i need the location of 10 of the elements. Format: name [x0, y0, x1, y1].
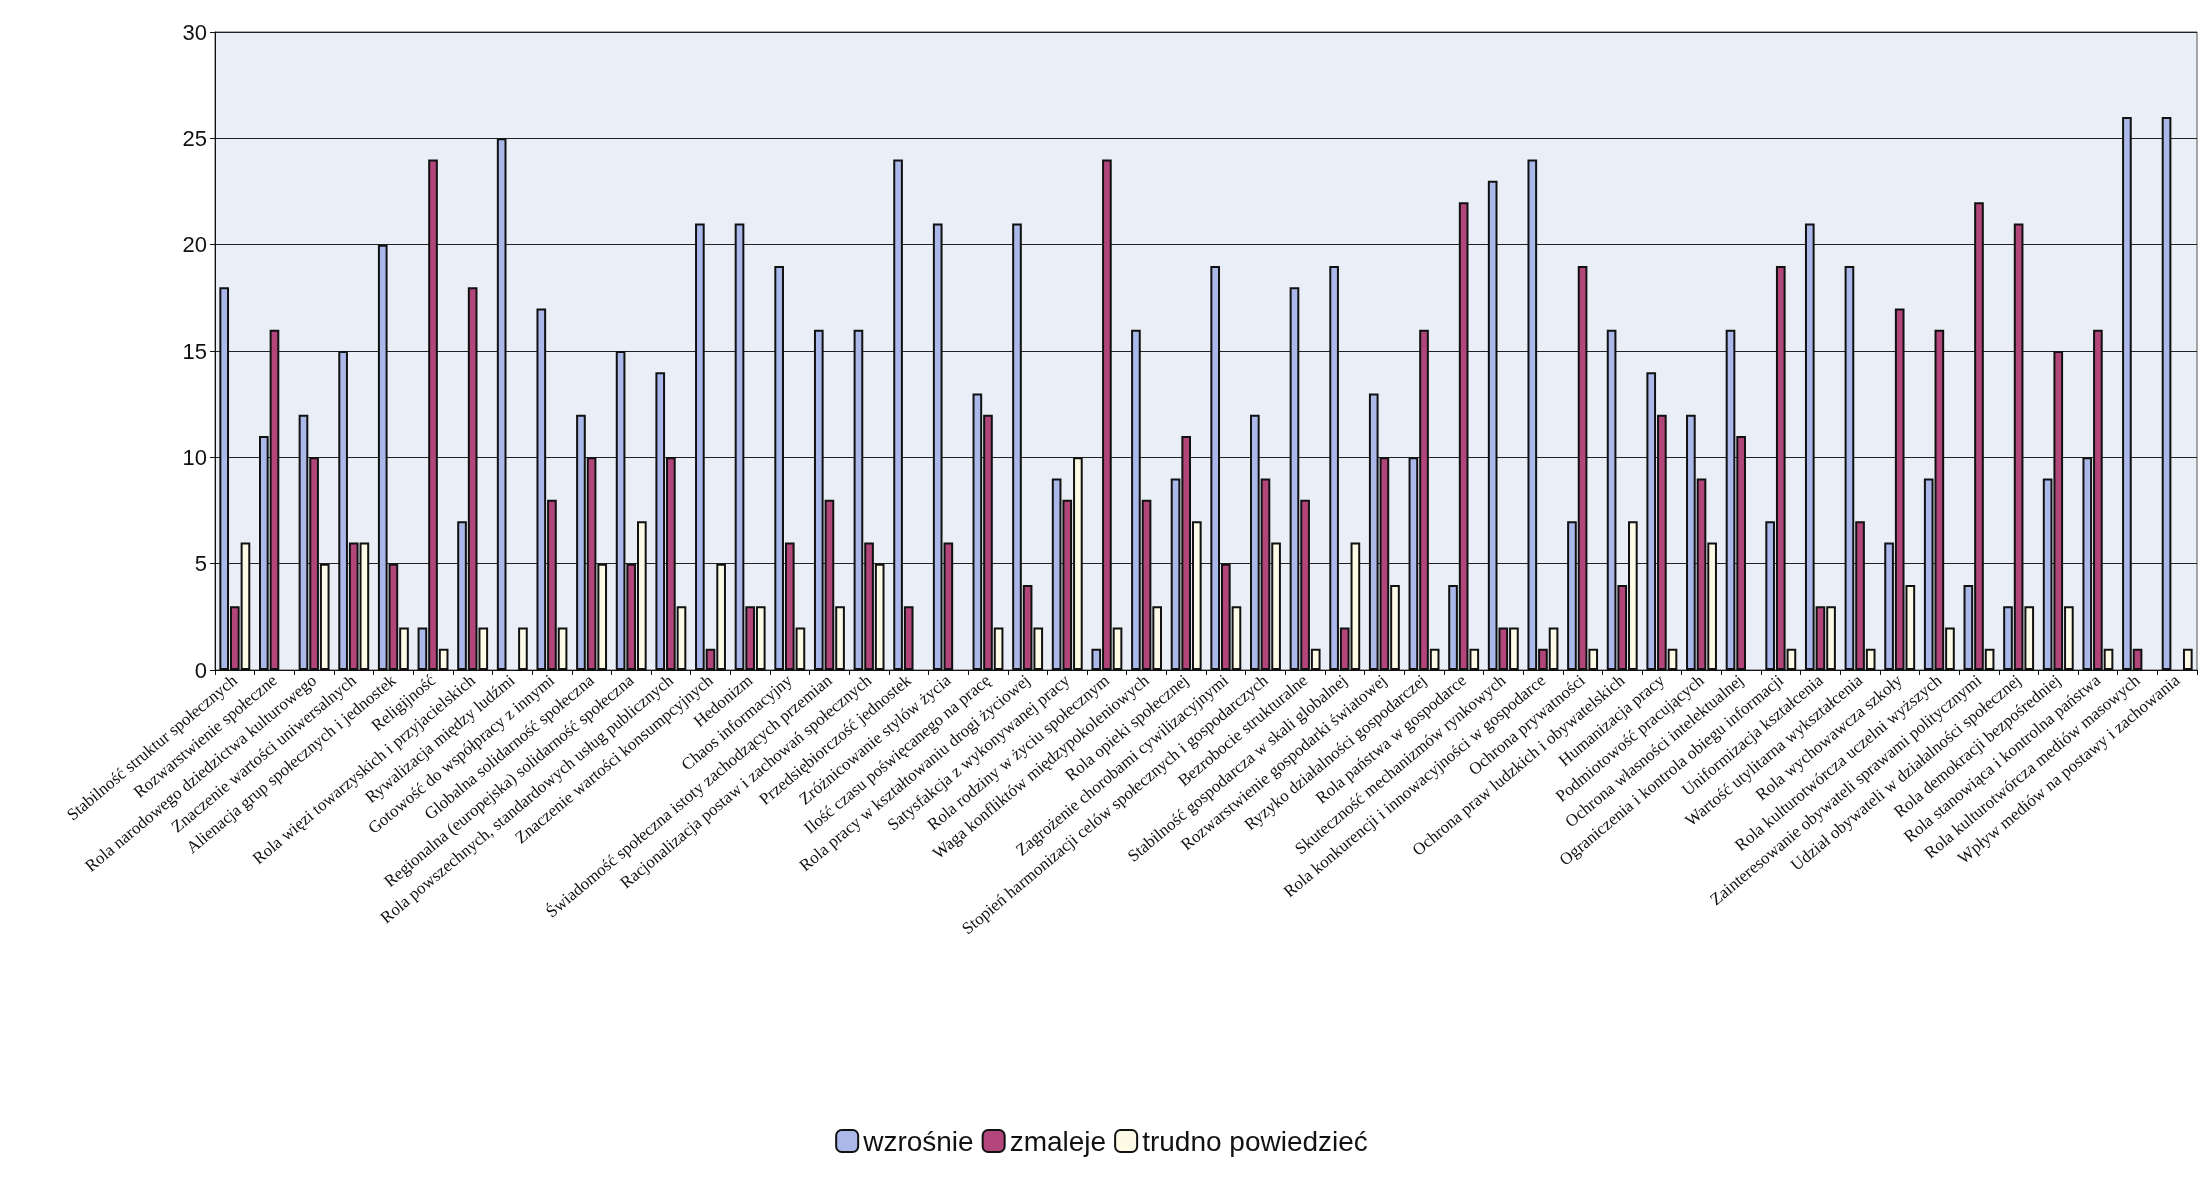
- y-tick-label: 10: [182, 444, 207, 470]
- y-tick-label: 5: [194, 551, 207, 577]
- y-tick-label: 25: [182, 125, 207, 151]
- y-tick-label: 15: [182, 338, 207, 364]
- y-tick-label: 30: [182, 19, 207, 45]
- y-tick-label: 0: [194, 657, 207, 683]
- legend-label: trudno powiedzieć: [1142, 1125, 1368, 1157]
- legend-label: wzrośnie: [862, 1125, 974, 1157]
- legend-label: zmaleje: [1009, 1125, 1107, 1157]
- y-tick-label: 20: [182, 232, 207, 258]
